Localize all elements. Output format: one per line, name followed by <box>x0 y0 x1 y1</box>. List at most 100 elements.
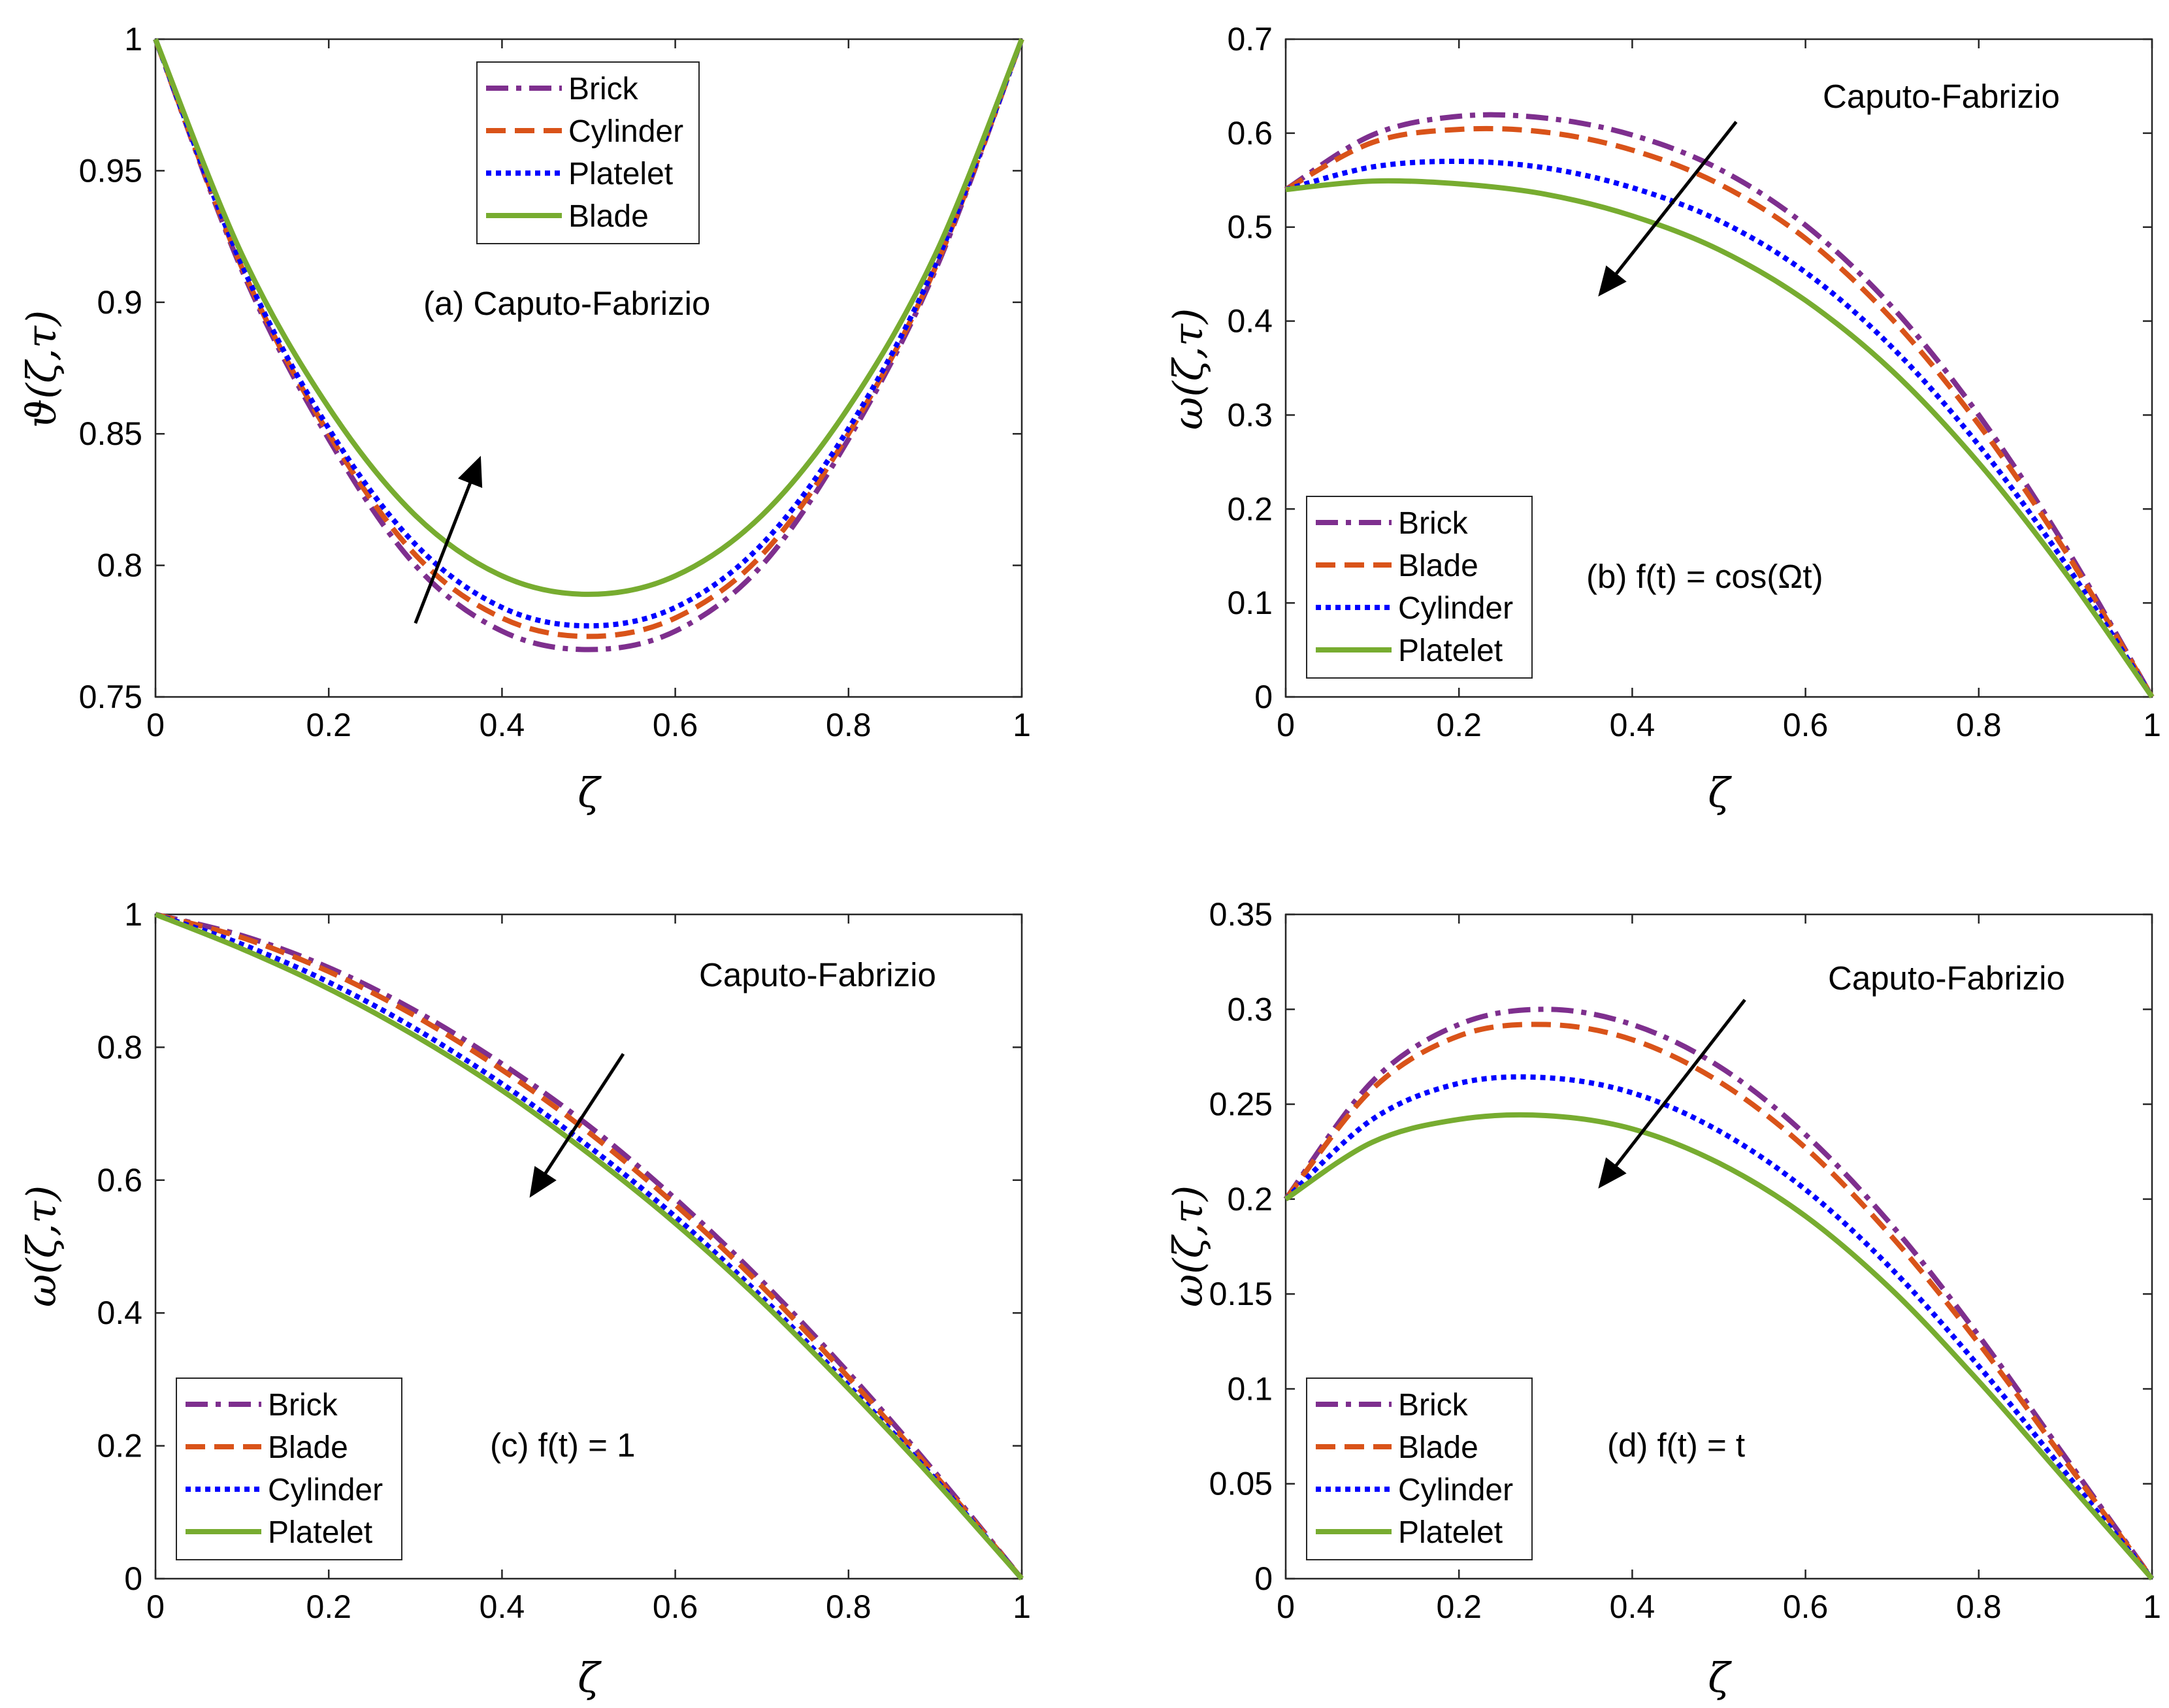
panel-c-xlabel: ζ <box>578 1654 602 1701</box>
panel-b-legend-label-blade: Blade <box>1398 549 1478 583</box>
panel-b-xtick-label: 0.8 <box>1956 707 2002 743</box>
panel-b-ytick-label: 0.4 <box>1227 303 1273 340</box>
panel-c-legend-label-platelet: Platelet <box>268 1515 372 1550</box>
panel-d-xtick-label: 0.2 <box>1436 1588 1482 1625</box>
panel-a-ytick-label: 0.95 <box>79 152 142 189</box>
panel-d-ytick-label: 0.25 <box>1209 1086 1273 1123</box>
panel-d-annotation: (d) f(t) = t <box>1607 1426 1745 1464</box>
panel-d-xtick-label: 0.8 <box>1956 1588 2002 1625</box>
panel-b-axes-box <box>1284 38 2153 698</box>
panel-b-series-platelet <box>1285 178 2155 699</box>
panel-d-ytick-label: 0.2 <box>1227 1181 1273 1217</box>
panel-a-xtick-label: 0.6 <box>653 707 698 743</box>
panel-b-legend: Brick Blade Cylinder Platelet <box>1306 496 1533 679</box>
panel-b: ω(ζ,τ) ζ Caputo-Fabrizio (b) f(t) = cos(… <box>1164 21 2161 816</box>
panel-a-axes-box <box>154 38 1023 698</box>
panel-b-ytick-label: 0.6 <box>1227 115 1273 152</box>
panel-d-legend-label-brick: Brick <box>1398 1388 1469 1423</box>
panel-c-trend-arrow <box>529 1053 625 1198</box>
panel-a-legend-label-brick: Brick <box>568 72 639 106</box>
panel-a: ϑ(ζ,τ) ζ (a) Caputo-Fabrizio Brick Cylind… <box>18 21 1031 816</box>
panel-b-xtick-label: 0.4 <box>1610 707 1655 743</box>
panel-c-series-blade <box>154 912 1024 1581</box>
panel-a-xtick-label: 0.4 <box>480 707 525 743</box>
panel-c-ytick-label: 0.8 <box>97 1029 142 1065</box>
panel-d-xlabel: ζ <box>1708 1654 1732 1701</box>
panel-c-ytick-label: 0.2 <box>97 1428 142 1464</box>
panel-d-axes-box <box>1284 913 2153 1580</box>
panel-b-legend-label-brick: Brick <box>1398 506 1469 541</box>
panel-d-legend-label-cylinder: Cylinder <box>1398 1473 1513 1507</box>
panel-b-xlabel: ζ <box>1708 769 1732 816</box>
panel-c-ytick-label: 0 <box>124 1560 142 1597</box>
panel-d-xtick-label: 0.6 <box>1783 1588 1829 1625</box>
panel-d-series-brick <box>1283 1007 2155 1581</box>
panel-c-annotation-method: Caputo-Fabrizio <box>699 956 936 993</box>
panel-c-xtick-label: 0.2 <box>306 1588 351 1625</box>
panel-c-legend-label-blade: Blade <box>268 1430 348 1465</box>
panel-d-legend-label-blade: Blade <box>1398 1430 1478 1465</box>
panel-d-xtick-label: 0 <box>1277 1588 1295 1625</box>
panel-a-xlabel: ζ <box>578 769 602 816</box>
panel-d-legend-label-platelet: Platelet <box>1398 1515 1503 1550</box>
panel-a-xtick-label: 0.8 <box>826 707 872 743</box>
panel-b-ytick-label: 0.1 <box>1227 585 1273 621</box>
panel-b-trend-arrow <box>1598 121 1738 297</box>
panel-b-series-cylinder <box>1284 158 2155 699</box>
panel-a-ytick-label: 0.8 <box>97 547 142 584</box>
panel-a-series-platelet <box>153 38 1024 629</box>
panel-c-xtick-label: 0.4 <box>480 1588 525 1625</box>
panel-a-ytick-label: 1 <box>124 21 142 57</box>
panel-d-ytick-label: 0.05 <box>1209 1466 1273 1502</box>
panel-b-xtick-label: 0.6 <box>1783 707 1829 743</box>
panel-a-ylabel: ϑ(ζ,τ) <box>18 310 65 428</box>
panel-b-series-blade <box>1284 125 2155 699</box>
panel-c-xtick-label: 0.8 <box>826 1588 872 1625</box>
panel-c-series-platelet <box>154 912 1024 1581</box>
panel-a-xtick-label: 0 <box>146 707 165 743</box>
panel-d-trend-arrow <box>1598 999 1746 1189</box>
panel-b-ytick-label: 0.7 <box>1227 21 1273 57</box>
panel-a-xtick-label: 0.2 <box>306 707 351 743</box>
panel-b-xtick-label: 0.2 <box>1436 707 1482 743</box>
panel-b-ytick-label: 0.3 <box>1227 396 1273 433</box>
panel-b-legend-label-cylinder: Cylinder <box>1398 591 1513 626</box>
panel-b-annotation: (b) f(t) = cos(Ωt) <box>1586 558 1823 595</box>
panel-a-legend-label-cylinder: Cylinder <box>568 114 683 149</box>
panel-d-ytick-label: 0.35 <box>1209 896 1273 933</box>
panel-d-legend: Brick Blade Cylinder Platelet <box>1306 1378 1533 1560</box>
panel-d-series-platelet <box>1284 1112 2155 1581</box>
panel-a-legend-label-blade: Blade <box>568 199 649 234</box>
panel-b-legend-label-platelet: Platelet <box>1398 634 1503 668</box>
panel-c-legend-label-cylinder: Cylinder <box>268 1473 383 1507</box>
panel-d-xtick-label: 0.4 <box>1610 1588 1655 1625</box>
panel-a-legend: Brick Cylinder Platelet Blade <box>476 61 700 244</box>
panel-c-ytick-label: 0.4 <box>97 1295 142 1331</box>
panel-d-ylabel: ω(ζ,τ) <box>1164 1185 1212 1308</box>
panel-b-ytick-label: 0.2 <box>1227 491 1273 527</box>
panel-c-ylabel: ω(ζ,τ) <box>18 1185 65 1308</box>
panel-a-ytick-label: 0.9 <box>97 284 142 321</box>
panel-c-xtick-label: 0.6 <box>653 1588 698 1625</box>
panel-b-series-brick <box>1284 112 2155 698</box>
panel-d-ytick-label: 0 <box>1254 1560 1273 1597</box>
panel-a-legend-label-platelet: Platelet <box>568 157 673 191</box>
panel-a-ytick-label: 0.85 <box>79 415 142 452</box>
panel-c-xtick-label: 1 <box>1013 1588 1031 1625</box>
panel-b-ylabel: ω(ζ,τ) <box>1164 308 1212 430</box>
panel-c-ytick-label: 0.6 <box>97 1162 142 1199</box>
panel-d-xtick-label: 1 <box>2143 1588 2161 1625</box>
panel-d-annotation-method: Caputo-Fabrizio <box>1828 959 2065 997</box>
panel-d-ytick-label: 0.1 <box>1227 1370 1273 1407</box>
panel-c-legend: Brick Blade Cylinder Platelet <box>176 1378 402 1560</box>
panel-a-xtick-label: 1 <box>1013 707 1031 743</box>
panel-b-ytick-label: 0.5 <box>1227 209 1273 246</box>
panel-d-series-blade <box>1283 1022 2155 1581</box>
panel-b-ytick-label: 0 <box>1254 679 1273 715</box>
panel-c-annotation: (c) f(t) = 1 <box>490 1426 635 1464</box>
panel-a-series-blade <box>153 38 1024 597</box>
panel-d: ω(ζ,τ) ζ Caputo-Fabrizio (d) f(t) = t Br… <box>1164 896 2161 1701</box>
panel-b-xtick-label: 0 <box>1277 707 1295 743</box>
panel-c-xtick-label: 0 <box>146 1588 165 1625</box>
